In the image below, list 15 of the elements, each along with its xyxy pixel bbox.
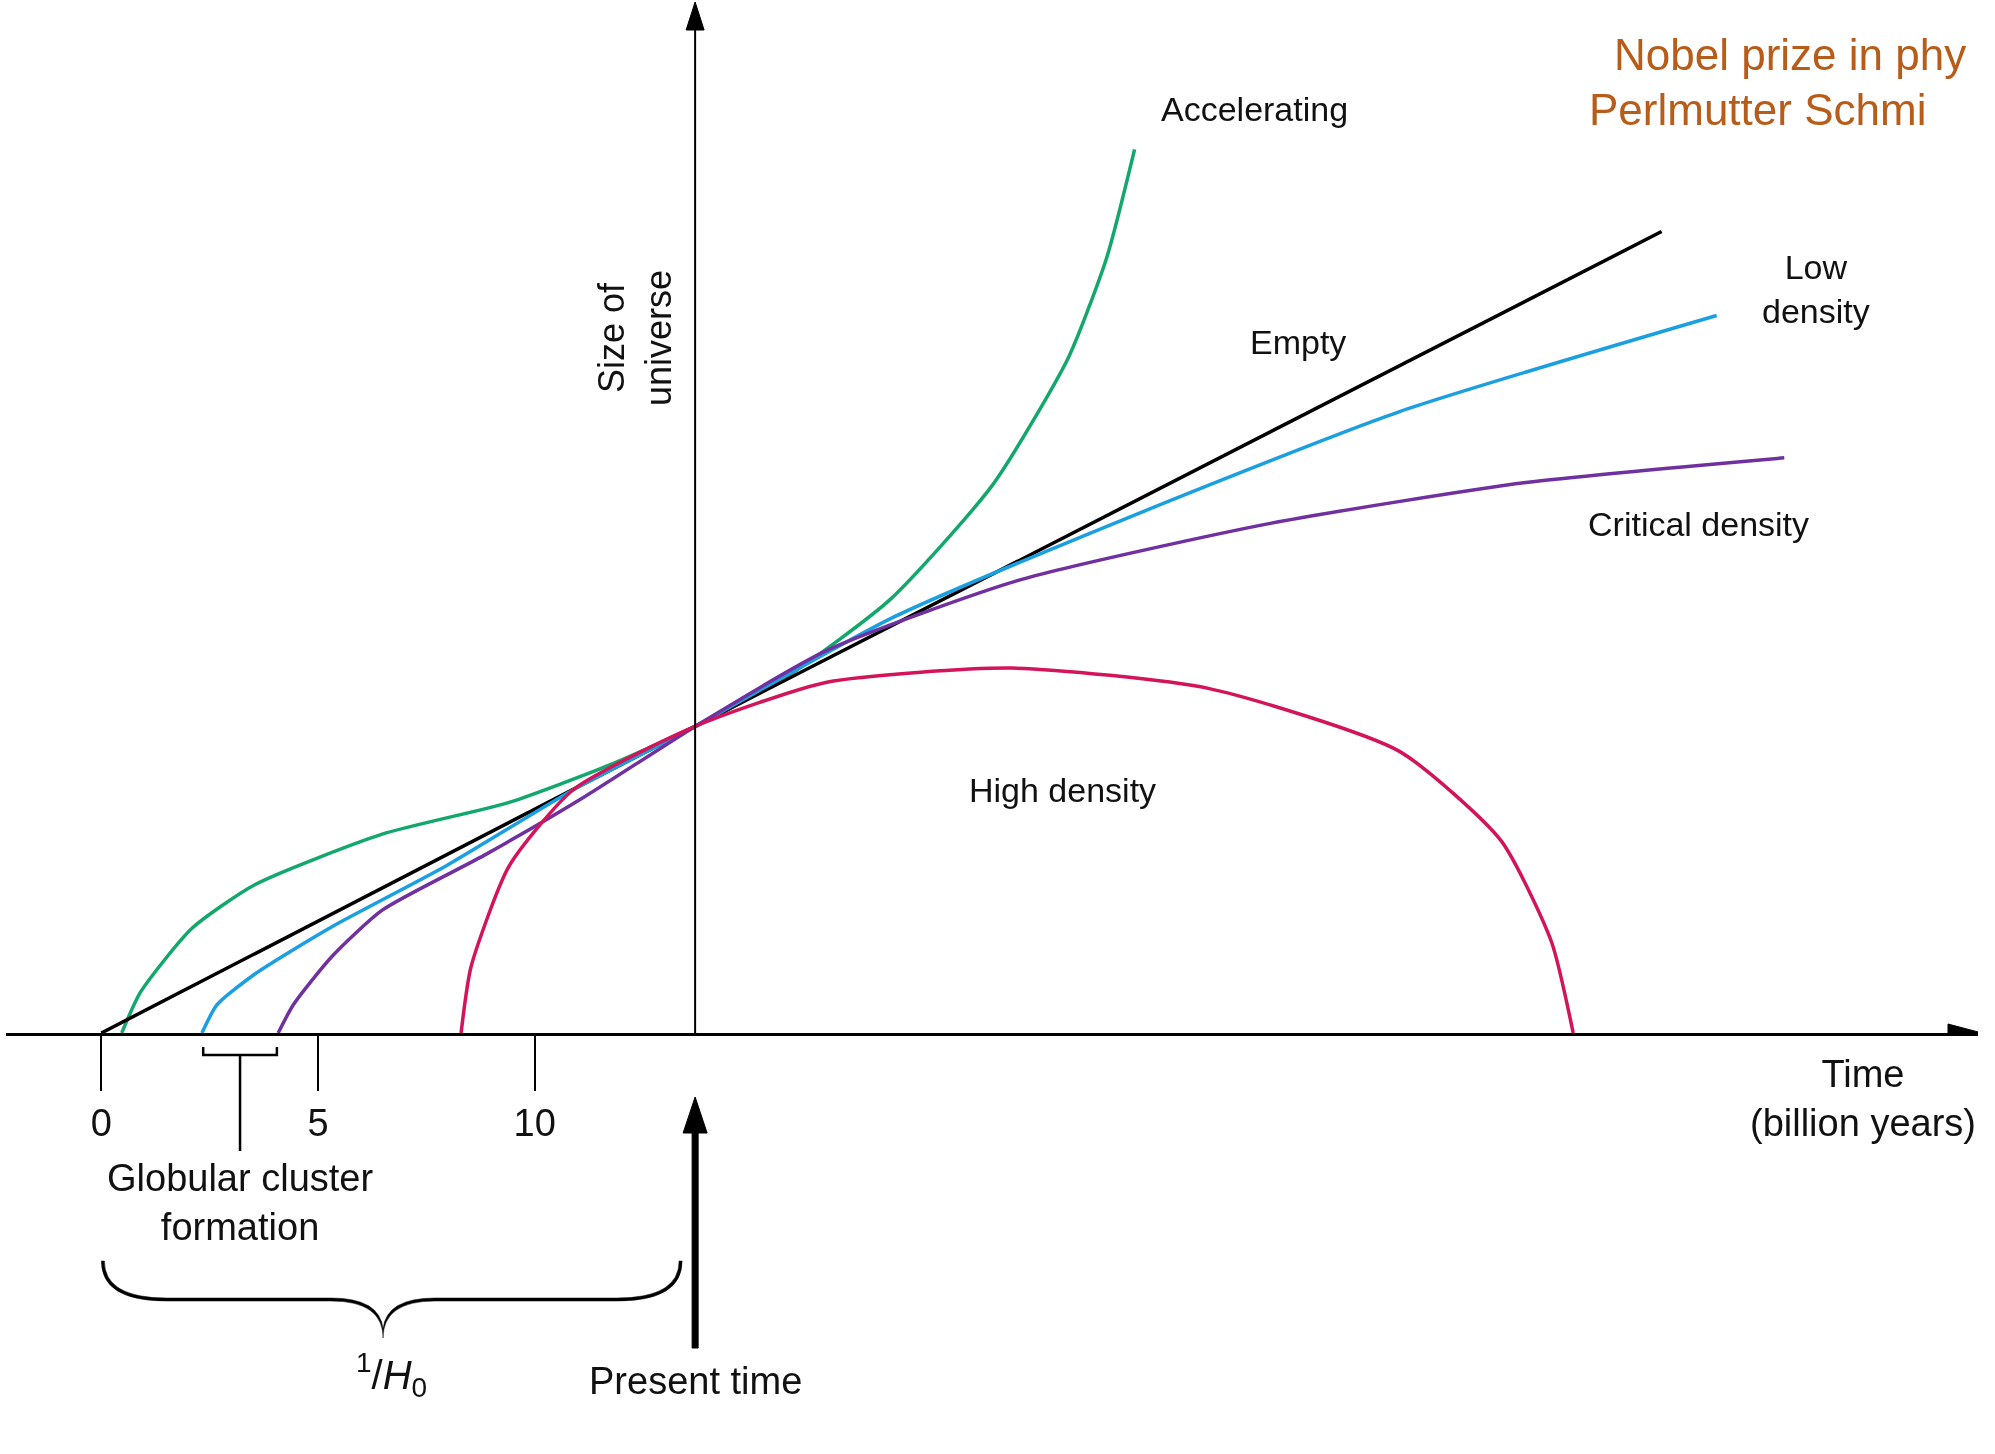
text: Nobel prize in phy <box>1614 30 1967 79</box>
series-label: Critical density <box>1588 505 1810 543</box>
series-label: Low density <box>1762 248 1870 331</box>
text: High density <box>969 771 1157 809</box>
x-axis-title: Time (billion years) <box>1750 1053 1976 1145</box>
y-axis-title: Size of universe <box>591 270 679 407</box>
text: Perlmutter Schmi <box>1589 85 1927 134</box>
text: Present time <box>589 1360 803 1402</box>
x-tick-label: 10 <box>513 1102 556 1145</box>
x-tick-label: 0 <box>90 1102 112 1145</box>
series-label: Empty <box>1250 323 1347 361</box>
series-label: Accelerating <box>1161 90 1349 128</box>
text: Globular cluster formation <box>107 1157 374 1249</box>
text: $^{1}$/H$_{0}$ <box>356 1347 428 1404</box>
x-tick-label: 5 <box>307 1102 329 1145</box>
